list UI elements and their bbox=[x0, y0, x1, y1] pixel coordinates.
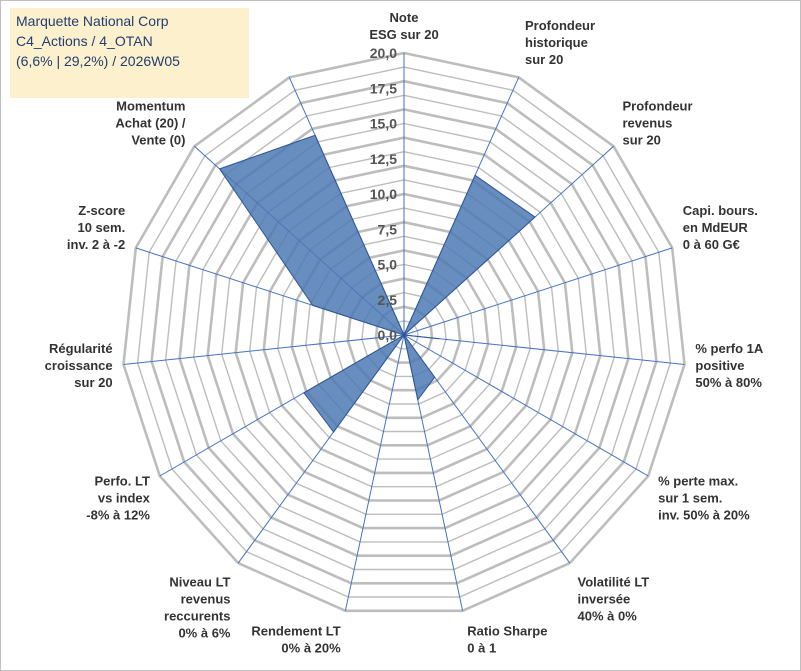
axis-label-13: Momentum bbox=[116, 99, 185, 114]
radar-grid bbox=[122, 51, 686, 613]
axis-label-9: reccurents bbox=[164, 609, 230, 624]
axis-label-9: Niveau LT bbox=[169, 575, 230, 590]
axis-label-13: Achat (20) / bbox=[115, 116, 185, 131]
axis-label-9: revenus bbox=[181, 592, 231, 607]
grid-ring-17 bbox=[164, 94, 644, 571]
grid-ring-18 bbox=[150, 79, 658, 585]
radial-tick-labels: 0,0 2,5 5,0 7,5 10,0 12,5 15,0 17,5 20,0 bbox=[370, 45, 397, 343]
tick-label: 2,5 bbox=[378, 292, 398, 308]
axis-label-11: croissance bbox=[45, 358, 113, 373]
series-polygon bbox=[218, 134, 536, 433]
spoke-4 bbox=[403, 334, 685, 365]
title-line-period: (6,6% | 29,2%) / 2026W05 bbox=[16, 53, 180, 69]
axis-label-6: Volatilité LT bbox=[578, 575, 650, 590]
tick-label: 0,0 bbox=[378, 327, 398, 343]
axis-label-4: 50% à 80% bbox=[695, 375, 762, 390]
axis-label-0: Note bbox=[390, 10, 419, 25]
spoke-3 bbox=[403, 247, 673, 336]
grid-ring-15 bbox=[192, 122, 616, 543]
grid-ring-11 bbox=[248, 179, 560, 488]
axis-label-6: 40% à 0% bbox=[578, 609, 638, 624]
title-line-category: C4_Actions / 4_OTAN bbox=[16, 33, 153, 49]
grid-ring-19 bbox=[136, 66, 672, 598]
spoke-11 bbox=[123, 334, 405, 365]
title-line-company: Marquette National Corp bbox=[16, 13, 169, 29]
axis-label-4: % perfo 1A bbox=[695, 341, 764, 356]
grid-ring-12 bbox=[234, 164, 574, 502]
axis-label-12: Z-score bbox=[78, 203, 125, 218]
grid-ring-20 bbox=[122, 51, 686, 613]
tick-label: 15,0 bbox=[370, 116, 397, 132]
axis-label-3: 0 à 60 G€ bbox=[683, 237, 740, 252]
grid-ring-13 bbox=[220, 150, 588, 515]
axis-label-10: vs index bbox=[98, 490, 151, 505]
axis-label-5: inv. 50% à 20% bbox=[658, 507, 750, 522]
axis-label-7: 0 à 1 bbox=[467, 641, 496, 656]
tick-label: 20,0 bbox=[370, 45, 397, 61]
axis-label-2: sur 20 bbox=[623, 133, 661, 148]
axis-label-6: inversée bbox=[578, 592, 631, 607]
axis-label-2: revenus bbox=[623, 116, 673, 131]
axis-label-11: Régularité bbox=[49, 341, 113, 356]
axis-label-10: Perfo. LT bbox=[95, 473, 150, 488]
axis-label-4: positive bbox=[695, 358, 744, 373]
tick-label: 7,5 bbox=[378, 221, 398, 237]
axis-label-5: sur 1 sem. bbox=[658, 490, 722, 505]
axis-label-2: Profondeur bbox=[623, 99, 693, 114]
title-box: Marquette National Corp C4_Actions / 4_O… bbox=[10, 8, 249, 98]
axis-label-1: sur 20 bbox=[525, 52, 563, 67]
spoke-8 bbox=[344, 334, 405, 611]
tick-label: 10,0 bbox=[370, 186, 397, 202]
axis-label-1: Profondeur bbox=[525, 18, 595, 33]
axis-label-12: 10 sem. bbox=[77, 220, 125, 235]
axis-label-1: historique bbox=[525, 35, 588, 50]
axis-label-10: -8% à 12% bbox=[86, 507, 150, 522]
axis-label-11: sur 20 bbox=[74, 375, 112, 390]
tick-label: 17,5 bbox=[370, 80, 397, 96]
spoke-5 bbox=[403, 334, 649, 477]
axis-label-13: Vente (0) bbox=[131, 133, 185, 148]
axis-labels: Note ESG sur 20 Profondeur historique sur 20… bbox=[45, 10, 764, 656]
axis-label-12: inv. 2 à -2 bbox=[67, 237, 125, 252]
tick-label: 12,5 bbox=[370, 151, 397, 167]
axis-label-7: Ratio Sharpe bbox=[467, 624, 547, 639]
tick-label: 5,0 bbox=[378, 257, 398, 273]
grid-ring-14 bbox=[206, 136, 602, 530]
axis-label-3: en MdEUR bbox=[683, 220, 749, 235]
axis-label-3: Capi. bours. bbox=[683, 203, 758, 218]
grid-ring-16 bbox=[178, 108, 630, 558]
axis-label-0: ESG sur 20 bbox=[369, 27, 438, 42]
grid-ring-10 bbox=[262, 192, 546, 475]
axis-label-8: 0% à 20% bbox=[281, 641, 341, 656]
axis-label-9: 0% à 6% bbox=[178, 626, 230, 641]
axis-label-8: Rendement LT bbox=[251, 624, 340, 639]
axis-label-5: % perte max. bbox=[658, 473, 738, 488]
